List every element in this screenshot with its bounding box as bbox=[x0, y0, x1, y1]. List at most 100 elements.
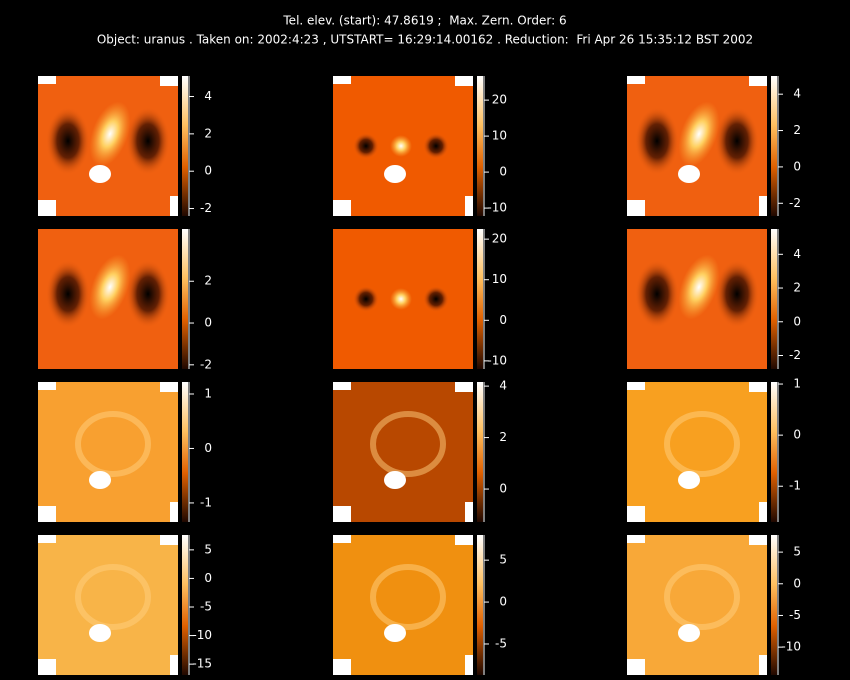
colorbar bbox=[477, 76, 483, 216]
image-field bbox=[333, 535, 473, 675]
colorbar-tick-label: -10 bbox=[487, 201, 507, 215]
colorbar-tick-label: -2 bbox=[200, 201, 212, 215]
colorbar-tick-label: -1 bbox=[789, 479, 801, 493]
colorbar-tick-label: -2 bbox=[789, 196, 801, 210]
dark-lobe bbox=[126, 107, 170, 175]
colorbar bbox=[477, 382, 483, 522]
dark-spot bbox=[353, 133, 379, 159]
colorbar-tick-label: 2 bbox=[793, 281, 801, 295]
colorbar-tick-label: -15 bbox=[192, 657, 212, 671]
bright-spot bbox=[390, 135, 412, 157]
colorbar-tick-label: 10 bbox=[492, 272, 507, 286]
colorbar-tick-label: 5 bbox=[793, 545, 801, 559]
ring bbox=[370, 411, 446, 477]
colorbar bbox=[182, 535, 188, 675]
ring bbox=[75, 411, 151, 477]
dark-spot bbox=[423, 133, 449, 159]
blank-spot bbox=[678, 165, 700, 183]
ring bbox=[664, 564, 740, 630]
panel bbox=[627, 229, 767, 369]
bright-spot bbox=[390, 288, 412, 310]
dark-lobe bbox=[715, 107, 759, 175]
colorbar-tick-label: 0 bbox=[793, 428, 801, 442]
colorbar-tick-label: -10 bbox=[487, 353, 507, 367]
blank-spot bbox=[89, 624, 111, 642]
colorbar bbox=[477, 229, 483, 369]
colorbar-tick-label: 0 bbox=[499, 595, 507, 609]
dark-lobe bbox=[46, 107, 90, 175]
colorbar bbox=[477, 535, 483, 675]
dark-lobe bbox=[715, 260, 759, 328]
colorbar-tick-label: -10 bbox=[781, 640, 801, 654]
panel bbox=[627, 382, 767, 522]
colorbar-tick-label: 0 bbox=[499, 165, 507, 179]
dark-spot bbox=[353, 286, 379, 312]
colorbar-tick-label: 0 bbox=[204, 441, 212, 455]
bright-lobe bbox=[89, 101, 131, 167]
ring bbox=[75, 564, 151, 630]
panel bbox=[627, 535, 767, 675]
blank-spot bbox=[384, 624, 406, 642]
colorbar bbox=[182, 382, 188, 522]
colorbar-tick-label: 0 bbox=[793, 576, 801, 590]
colorbar-tick-label: 0 bbox=[499, 482, 507, 496]
colorbar-tick-label: 0 bbox=[204, 164, 212, 178]
image-field bbox=[333, 382, 473, 522]
colorbar-tick-label: 5 bbox=[499, 553, 507, 567]
colorbar-tick-label: 0 bbox=[204, 571, 212, 585]
colorbar bbox=[771, 535, 777, 675]
colorbar-tick-label: 20 bbox=[492, 232, 507, 246]
colorbar-tick-label: 0 bbox=[204, 316, 212, 330]
blank-spot bbox=[384, 165, 406, 183]
colorbar-tick-label: -5 bbox=[789, 608, 801, 622]
ring bbox=[664, 411, 740, 477]
image-field bbox=[38, 382, 178, 522]
colorbar-tick-label: 0 bbox=[499, 313, 507, 327]
panel bbox=[38, 76, 178, 216]
dark-lobe bbox=[46, 260, 90, 328]
colorbar-tick-label: 4 bbox=[204, 89, 212, 103]
image-field bbox=[627, 535, 767, 675]
colorbar-tick-label: -5 bbox=[200, 600, 212, 614]
colorbar-tick-label: 20 bbox=[492, 93, 507, 107]
panel bbox=[38, 229, 178, 369]
bright-lobe bbox=[89, 254, 131, 320]
dark-spot bbox=[423, 286, 449, 312]
colorbar-tick-label: -5 bbox=[495, 636, 507, 650]
colorbar-tick-label: 4 bbox=[793, 247, 801, 261]
blank-spot bbox=[678, 624, 700, 642]
header-line-1: Tel. elev. (start): 47.8619 ; Max. Zern.… bbox=[282, 14, 566, 28]
panel bbox=[38, 535, 178, 675]
panel bbox=[333, 535, 473, 675]
dark-lobe bbox=[635, 107, 679, 175]
colorbar-tick-label: 2 bbox=[204, 274, 212, 288]
panel bbox=[333, 76, 473, 216]
colorbar-tick-label: 1 bbox=[793, 377, 801, 391]
colorbar-tick-label: 2 bbox=[793, 123, 801, 137]
colorbar-tick-label: 10 bbox=[492, 129, 507, 143]
colorbar-tick-label: 2 bbox=[499, 430, 507, 444]
panel bbox=[38, 382, 178, 522]
dark-lobe bbox=[126, 260, 170, 328]
dark-lobe bbox=[635, 260, 679, 328]
panel bbox=[333, 229, 473, 369]
colorbar-tick-label: -2 bbox=[789, 348, 801, 362]
panel bbox=[627, 76, 767, 216]
colorbar-tick-label: 5 bbox=[204, 542, 212, 556]
colorbar bbox=[771, 229, 777, 369]
image-field bbox=[38, 535, 178, 675]
colorbar-tick-label: 0 bbox=[793, 159, 801, 173]
image-field bbox=[627, 382, 767, 522]
colorbar-tick-label: 1 bbox=[204, 386, 212, 400]
panel bbox=[333, 382, 473, 522]
colorbar-tick-label: -2 bbox=[200, 357, 212, 371]
colorbar-tick-label: -10 bbox=[192, 628, 212, 642]
blank-spot bbox=[384, 471, 406, 489]
header-line-2: Object: uranus . Taken on: 2002:4:23 , U… bbox=[97, 33, 753, 47]
colorbar bbox=[182, 229, 188, 369]
colorbar-tick-label: 2 bbox=[204, 126, 212, 140]
colorbar-tick-label: -1 bbox=[200, 495, 212, 509]
colorbar-tick-label: 4 bbox=[499, 379, 507, 393]
colorbar bbox=[771, 382, 777, 522]
